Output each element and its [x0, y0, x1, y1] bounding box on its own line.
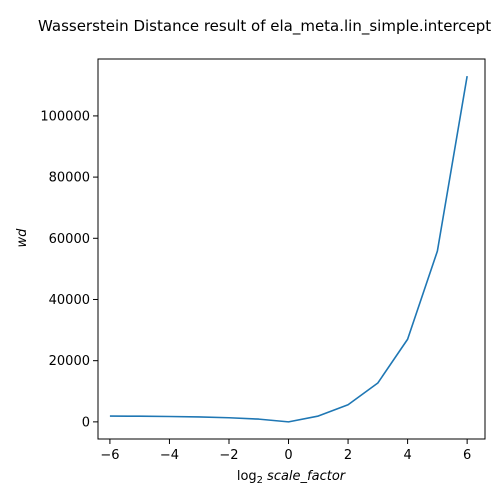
y-tick-label: 80000 [49, 171, 90, 186]
y-tick-label: 100000 [40, 109, 90, 124]
y-tick-label: 60000 [49, 232, 90, 247]
y-tick-label: 40000 [49, 293, 90, 308]
y-axis-label: wd [15, 228, 30, 248]
x-axis-label-main: scale_factor [267, 469, 347, 484]
x-tick-label: 6 [463, 448, 471, 463]
series-line [109, 75, 468, 423]
x-axis-label-log: log [237, 469, 257, 484]
x-tick-label: −6 [100, 448, 119, 463]
y-tick-label: 20000 [49, 354, 90, 369]
x-tick-label: −2 [219, 448, 238, 463]
x-tick-label: −4 [160, 448, 179, 463]
x-axis-label-subscript: 2 [257, 475, 263, 486]
x-axis-label: log2 scale_factor [237, 469, 347, 486]
x-tick-label: 2 [344, 448, 352, 463]
y-tick-label: 0 [82, 415, 90, 430]
x-tick-label: 4 [403, 448, 411, 463]
plot-frame [97, 58, 486, 440]
y-axis: 0 20000 40000 60000 80000 100000 [40, 109, 98, 430]
x-axis: −6 −4 −2 0 2 4 6 [100, 439, 471, 463]
x-tick-label: 0 [284, 448, 292, 463]
chart-title: Wasserstein Distance result of ela_meta.… [38, 17, 491, 36]
